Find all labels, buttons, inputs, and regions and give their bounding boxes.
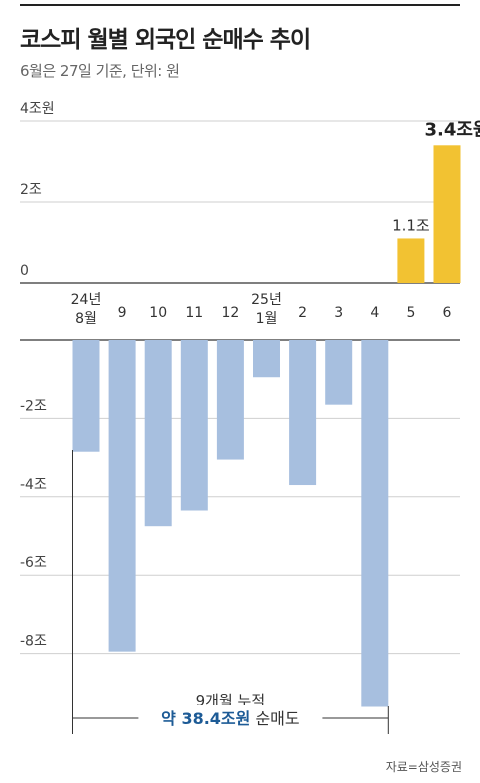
x-tick-label: 5 [406,305,415,321]
annotation-line2: 약 38.4조원 순매도 [161,709,299,728]
x-tick-label: 2 [298,305,307,321]
x-tick-label: 10 [149,305,167,321]
bar-negative [144,340,172,527]
y-tick-label: -6조 [20,555,47,571]
bar-negative [108,340,136,652]
y-tick-label: -2조 [20,398,47,414]
bar-negative [72,340,100,452]
y-tick-label: 2조 [20,182,42,198]
bar-negative [216,340,244,460]
x-tick-label: 24년 8월 [71,292,102,327]
chart-subtitle: 6월은 27일 기준, 단위: 원 [20,62,180,80]
data-label: 1.1조 [392,216,430,234]
y-tick-label: -8조 [20,634,47,650]
data-label: 3.4조원 [424,119,480,140]
y-tick-label: 4조원 [20,101,55,117]
chart-title: 코스피 월별 외국인 순매수 추이 [20,27,311,53]
source-note: 자료=삼성증권 [385,760,462,774]
x-tick-label: 4 [370,305,379,321]
y-tick-label: -4조 [20,477,47,493]
bar-negative [361,340,389,707]
bar-positive [433,145,461,283]
x-tick-label: 9 [118,305,127,321]
x-tick-label: 6 [443,305,452,321]
bar-negative [180,340,208,511]
bar-positive [397,238,425,283]
x-tick-label: 12 [221,305,239,321]
top-rule [20,4,460,6]
x-tick-label: 11 [185,305,203,321]
bar-negative [325,340,353,405]
bar-negative [253,340,280,378]
bar-negative [289,340,317,486]
annotation-bg [138,705,323,731]
x-tick-label: 25년 1월 [251,292,282,327]
y-tick-label: 0 [20,263,29,279]
x-tick-label: 3 [334,305,343,321]
